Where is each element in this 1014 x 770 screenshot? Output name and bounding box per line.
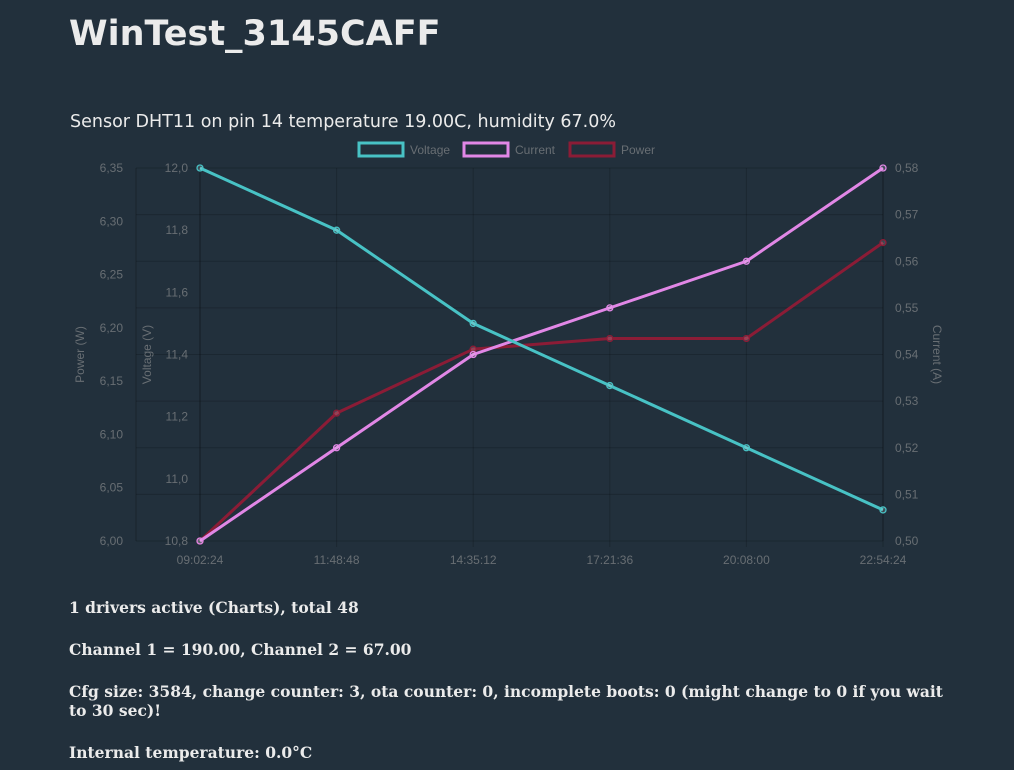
current-tick-label: 0,52	[895, 441, 919, 455]
power-tick-label: 6,00	[100, 534, 124, 548]
data-point-voltage	[879, 506, 887, 514]
series-line-voltage	[199, 166, 884, 512]
sensor-chart-svg: 6,00 6,05 6,10 6,15 6,20 6,25 6,30 6,35 10,8 11,0…	[70, 112, 944, 567]
legend-label-current: Current	[515, 143, 556, 157]
drivers-status: 1 drivers active (Charts), total 48	[69, 598, 359, 617]
current-tick-label: 0,51	[895, 487, 919, 501]
data-point-voltage	[606, 381, 614, 390]
power-tick-label: 6,25	[100, 268, 124, 282]
current-tick-label: 0,55	[895, 301, 919, 315]
data-point-power	[332, 409, 341, 417]
voltage-tick-label: 10,8	[165, 534, 189, 548]
current-tick-label: 0,57	[895, 208, 919, 222]
data-point-current	[606, 304, 614, 312]
data-point-current	[879, 164, 887, 172]
data-point-current	[196, 537, 204, 545]
current-tick-label: 0,58	[895, 161, 919, 175]
voltage-tick-label: 12,0	[165, 161, 189, 175]
power-tick-label: 6,10	[100, 427, 124, 441]
data-point-current	[332, 444, 341, 452]
data-point-power	[742, 334, 751, 343]
data-point-voltage	[332, 226, 341, 234]
sensor-chart: 6,00 6,05 6,10 6,15 6,20 6,25 6,30 6,35 10,8 11,0…	[0, 100, 1014, 580]
series-line-current	[199, 166, 884, 543]
power-tick-label: 6,05	[100, 481, 124, 495]
voltage-tick-label: 11,2	[166, 410, 189, 424]
voltage-tick-label: 11,4	[166, 348, 189, 362]
legend-label-voltage: Voltage	[410, 143, 450, 157]
x-tick-label: 17:21:36	[586, 553, 633, 567]
current-tick-label: 0,56	[895, 254, 919, 268]
data-point-current	[469, 350, 477, 359]
legend-swatch-voltage	[357, 141, 405, 158]
power-tick-label: 6,35	[100, 161, 124, 175]
power-tick-label: 6,15	[100, 374, 124, 388]
current-axis-title: Current (A)	[930, 325, 944, 384]
power-tick-label: 6,30	[100, 214, 124, 228]
x-tick-label: 11:48:48	[314, 553, 360, 567]
data-point-power	[469, 345, 477, 353]
internal-temperature: Internal temperature: 0.0°C	[69, 743, 313, 762]
chart-title: Sensor DHT11 on pin 14 temperature 19.00…	[70, 112, 616, 132]
legend-swatch-current	[462, 141, 510, 158]
current-tick-label: 0,54	[895, 348, 919, 362]
channels-status: Channel 1 = 190.00, Channel 2 = 67.00	[69, 640, 412, 659]
current-tick-label: 0,50	[895, 534, 919, 548]
page-title: WinTest_3145CAFF	[69, 14, 441, 54]
data-point-voltage	[196, 164, 204, 172]
data-point-voltage	[469, 319, 477, 328]
legend-swatch-power	[568, 141, 616, 158]
data-point-power	[606, 334, 614, 343]
power-tick-label: 6,20	[100, 321, 124, 335]
data-point-voltage	[742, 444, 751, 452]
voltage-tick-label: 11,8	[166, 223, 189, 237]
x-tick-label: 14:35:12	[450, 553, 497, 567]
x-tick-label: 22:54:24	[860, 553, 907, 567]
x-tick-label: 20:08:00	[723, 553, 770, 567]
voltage-axis-title: Voltage (V)	[140, 325, 154, 384]
data-point-current	[742, 257, 751, 265]
current-tick-label: 0,53	[895, 394, 919, 408]
voltage-tick-label: 11,0	[166, 472, 189, 486]
power-axis-title: Power (W)	[73, 326, 87, 383]
config-status: Cfg size: 3584, change counter: 3, ota c…	[69, 682, 943, 720]
x-tick-label: 09:02:24	[177, 553, 224, 567]
legend-label-power: Power	[621, 143, 655, 157]
voltage-tick-label: 11,6	[166, 285, 189, 299]
data-point-power	[879, 238, 887, 247]
series-line-power	[198, 241, 884, 543]
